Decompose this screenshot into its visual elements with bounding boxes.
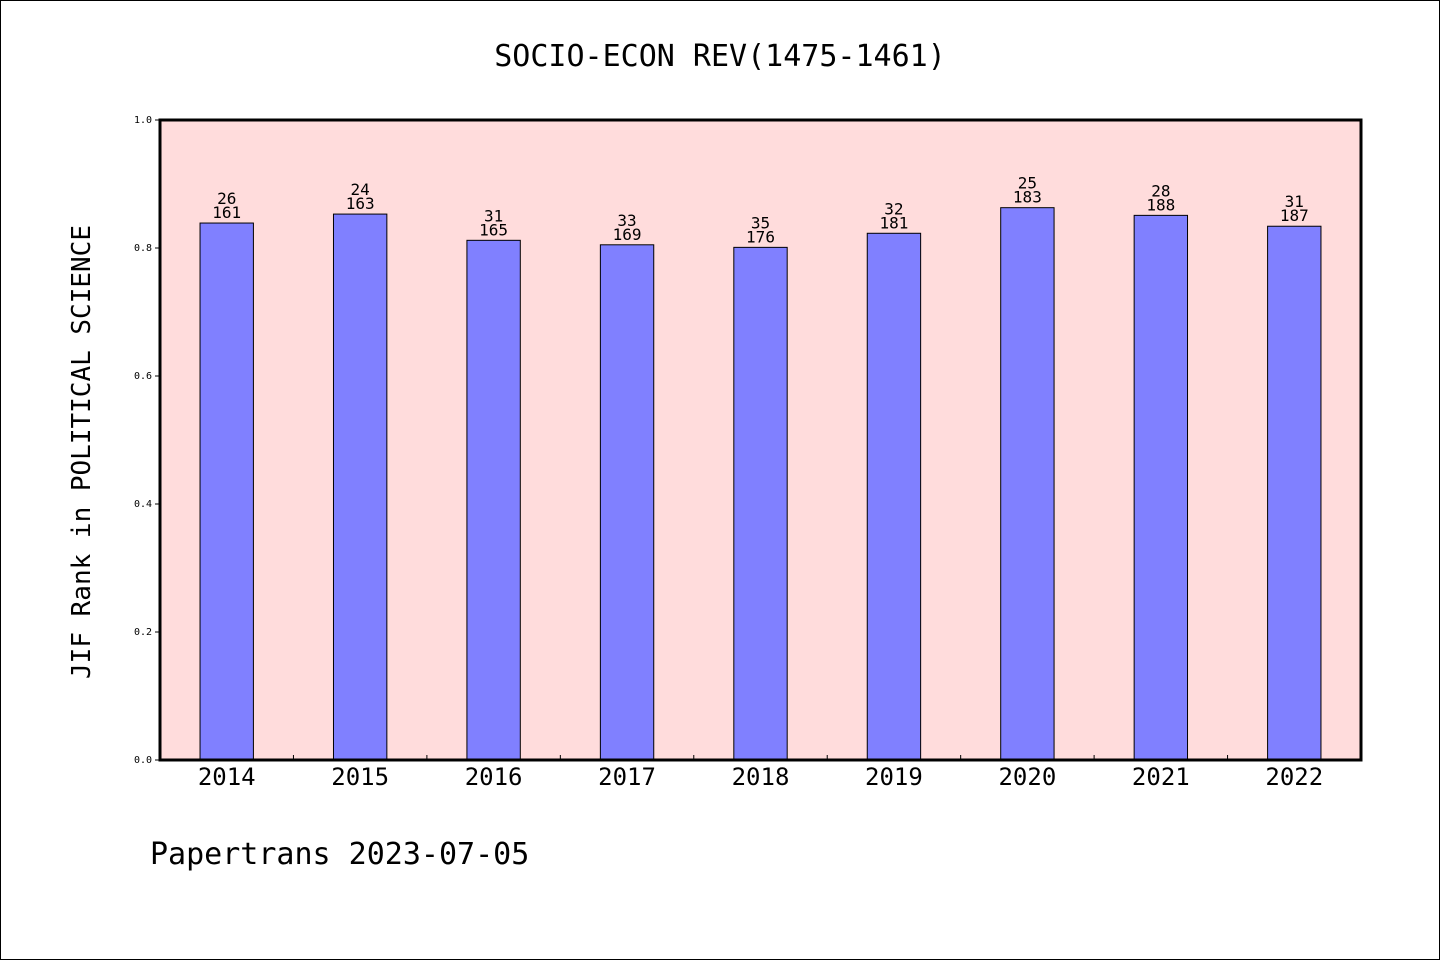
bar-label-rank-2022: 31 bbox=[1285, 192, 1304, 211]
bar-label-total-2017: 169 bbox=[613, 225, 642, 244]
y-tick-label-0.4: 0.4 bbox=[134, 499, 152, 510]
bar-label-total-2016: 165 bbox=[479, 220, 508, 239]
bar-2014 bbox=[199, 222, 254, 761]
x-tick-label-2021: 2021 bbox=[1132, 763, 1190, 791]
y-tick-label-0.0: 0.0 bbox=[134, 755, 152, 766]
bar-2017 bbox=[599, 244, 655, 761]
x-tick-label-2018: 2018 bbox=[732, 763, 790, 791]
x-tick-label-2022: 2022 bbox=[1265, 763, 1323, 791]
bar-2018 bbox=[733, 246, 788, 761]
bar-label-rank-2019: 32 bbox=[884, 199, 903, 218]
bars-group bbox=[199, 207, 1322, 761]
bar-label-rank-2018: 35 bbox=[751, 213, 770, 232]
bar-label-total-2015: 163 bbox=[346, 194, 375, 213]
bar-2016 bbox=[466, 239, 521, 761]
x-axis: 2014 2015 2016 2017 2018 2019 2020 2021 2022 bbox=[198, 755, 1323, 791]
footer-credit: Papertrans 2023-07-05 bbox=[150, 837, 529, 872]
bar-2021 bbox=[1133, 214, 1189, 761]
bar-label-rank-2015: 24 bbox=[351, 180, 370, 199]
bar-2015 bbox=[332, 213, 388, 761]
bar-label-total-2014: 161 bbox=[212, 203, 241, 222]
bar-2020 bbox=[1000, 207, 1055, 761]
x-tick-label-2019: 2019 bbox=[865, 763, 923, 791]
x-tick-label-2020: 2020 bbox=[998, 763, 1056, 791]
bar-label-total-2019: 181 bbox=[879, 213, 908, 232]
y-tick-label-1.0: 1.0 bbox=[134, 115, 152, 126]
bar-label-rank-2021: 28 bbox=[1151, 181, 1170, 200]
bar-label-rank-2017: 33 bbox=[617, 211, 636, 230]
x-tick-label-2017: 2017 bbox=[598, 763, 656, 791]
y-axis: 0.0 0.2 0.4 0.6 0.8 1.0 bbox=[134, 115, 160, 766]
y-tick-label-0.6: 0.6 bbox=[134, 371, 152, 382]
y-tick-label-0.2: 0.2 bbox=[134, 627, 152, 638]
x-tick-label-2014: 2014 bbox=[198, 763, 256, 791]
bar-label-total-2022: 187 bbox=[1280, 206, 1309, 225]
bar-label-rank-2014: 26 bbox=[217, 189, 236, 208]
chart-title: SOCIO-ECON REV(1475-1461) bbox=[494, 39, 946, 74]
bar-2019 bbox=[866, 232, 922, 761]
bar-label-rank-2020: 25 bbox=[1018, 174, 1037, 193]
bar-label-rank-2016: 31 bbox=[484, 206, 503, 225]
bar-label-total-2020: 183 bbox=[1013, 188, 1042, 207]
x-tick-label-2016: 2016 bbox=[465, 763, 523, 791]
x-tick-label-2015: 2015 bbox=[331, 763, 389, 791]
y-tick-label-0.8: 0.8 bbox=[134, 243, 152, 254]
bar-label-total-2018: 176 bbox=[746, 227, 775, 246]
bar-2022 bbox=[1267, 225, 1322, 761]
plot-border bbox=[158, 118, 1363, 762]
bar-label-total-2021: 188 bbox=[1146, 195, 1175, 214]
y-axis-label: JIF Rank in POLITICAL SCIENCE bbox=[67, 225, 97, 679]
